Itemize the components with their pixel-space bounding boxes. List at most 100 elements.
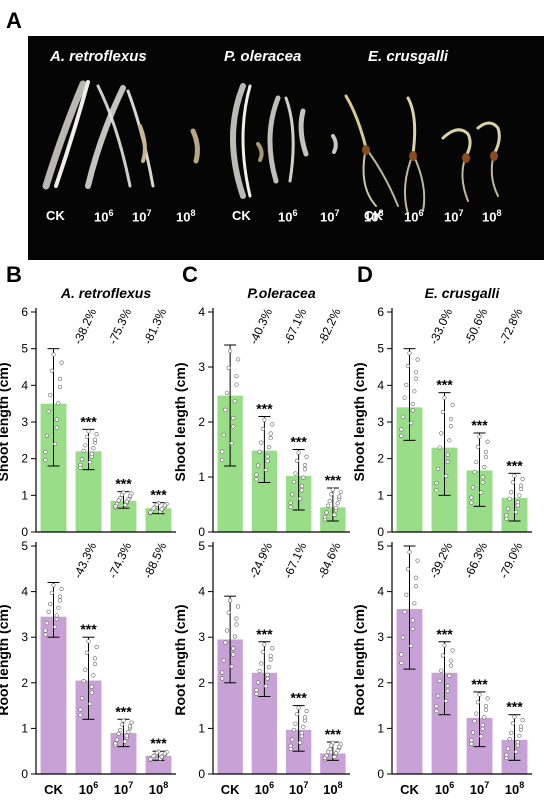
replicate-dot [46,609,51,614]
replicate-dot [265,454,270,459]
replicate-dot [302,462,308,468]
panel-label-c: C [182,262,198,287]
y-tick-label: 4 [198,585,205,599]
replicate-dot [43,458,48,463]
replicate-dot [124,499,129,504]
replicate-dot [268,657,273,662]
significance-label: *** [115,476,132,492]
replicate-dot [407,351,412,356]
y-tick-label: 5 [198,539,205,553]
photo-title-crusgalli: E. crusgalli [368,48,449,65]
replicate-dot [407,550,412,555]
replicate-dot [263,684,269,689]
replicate-dot [470,485,476,490]
replicate-dot [159,754,164,759]
replicate-dot [470,730,476,735]
y-tick-label: 0 [377,525,384,539]
replicate-dot [51,352,56,357]
photo-treatment-label: 108 [176,208,196,225]
replicate-dot [510,480,515,485]
replicate-dot [86,639,91,644]
replicate-dot [415,357,420,362]
replicate-dot [234,622,239,627]
replicate-dot [260,649,265,655]
replicate-dot [291,727,296,733]
replicate-dot [517,493,522,498]
replicate-dot [259,440,264,445]
replicate-dot [89,451,94,456]
replicate-dot [405,567,410,572]
replicate-dot [402,395,407,400]
replicate-dot [127,724,133,729]
y-tick-label: 0 [377,767,384,781]
panel-label-d: D [357,262,373,287]
x-tick-label: CK [400,782,419,797]
y-tick-label: 4 [377,585,384,599]
replicate-dot [515,740,520,745]
replicate-dot [512,714,517,720]
replicate-dot [302,467,308,472]
y-tick-label: 4 [377,378,384,392]
replicate-dot [400,635,406,640]
replicate-dot [333,750,339,756]
replicate-dot [57,594,63,599]
significance-label: *** [256,626,273,642]
y-tick-label: 3 [377,630,384,644]
y-tick-label: 5 [21,539,28,553]
x-tick-label: 107 [114,780,133,797]
y-tick-label: 3 [377,415,384,429]
percent-label: -33.0% [426,306,455,347]
replicate-dot [440,653,445,658]
replicate-dot [450,402,455,408]
replicate-dot [402,609,407,614]
replicate-dot [91,673,96,678]
x-tick-label: CK [221,782,240,797]
replicate-dot [231,415,236,421]
replicate-dot [399,427,404,432]
replicate-dot [288,504,293,510]
replicate-dot [234,374,239,379]
replicate-dot [88,701,93,706]
replicate-dot [480,480,485,485]
replicate-dot [404,592,409,597]
chart-panel: 0 1 2 3 4 5 6 *** *** *** -33.0% -50.6% -72.8% Shoot … [351,285,532,539]
replicate-dot [410,626,415,631]
significance-label: *** [471,417,488,433]
replicate-dot [518,483,524,488]
replicate-dot [479,734,484,739]
photo-treatment-label: 108 [482,208,502,225]
seedling-photo: A. retroflexus P. oleracea E. crusgalli … [28,36,544,260]
y-axis-title: Root length (cm) [0,604,11,715]
replicate-dot [88,459,93,465]
replicate-dot [84,434,89,440]
replicate-dot [53,441,58,446]
replicate-dot [267,665,272,670]
replicate-dot [434,488,439,493]
replicate-dot [224,390,230,396]
replicate-dot [326,503,331,508]
replicate-dot [260,426,265,432]
replicate-dot [46,409,51,414]
replicate-dot [94,432,99,437]
replicate-dot [89,684,94,689]
replicate-dot [79,696,85,701]
replicate-dot [304,454,309,459]
replicate-dot [518,724,524,729]
replicate-dot [439,668,444,673]
replicate-dot [119,722,124,727]
replicate-dot [472,719,477,724]
photo-treatment-label: CK [46,208,65,223]
replicate-dot [162,751,168,756]
replicate-dot [265,676,270,681]
chart-panel: 0 1 2 3 4 5 6 *** *** *** -38.2% -75.3% -81.3% Shoot … [0,285,176,539]
replicate-dot [301,475,306,480]
replicate-dot [57,384,63,390]
percent-label: -38.2% [70,306,99,347]
replicate-dot [54,613,59,618]
replicate-dot [127,493,133,499]
replicate-dot [435,693,441,699]
replicate-dot [512,473,517,478]
replicate-dot [296,450,301,455]
replicate-dot [270,646,275,651]
